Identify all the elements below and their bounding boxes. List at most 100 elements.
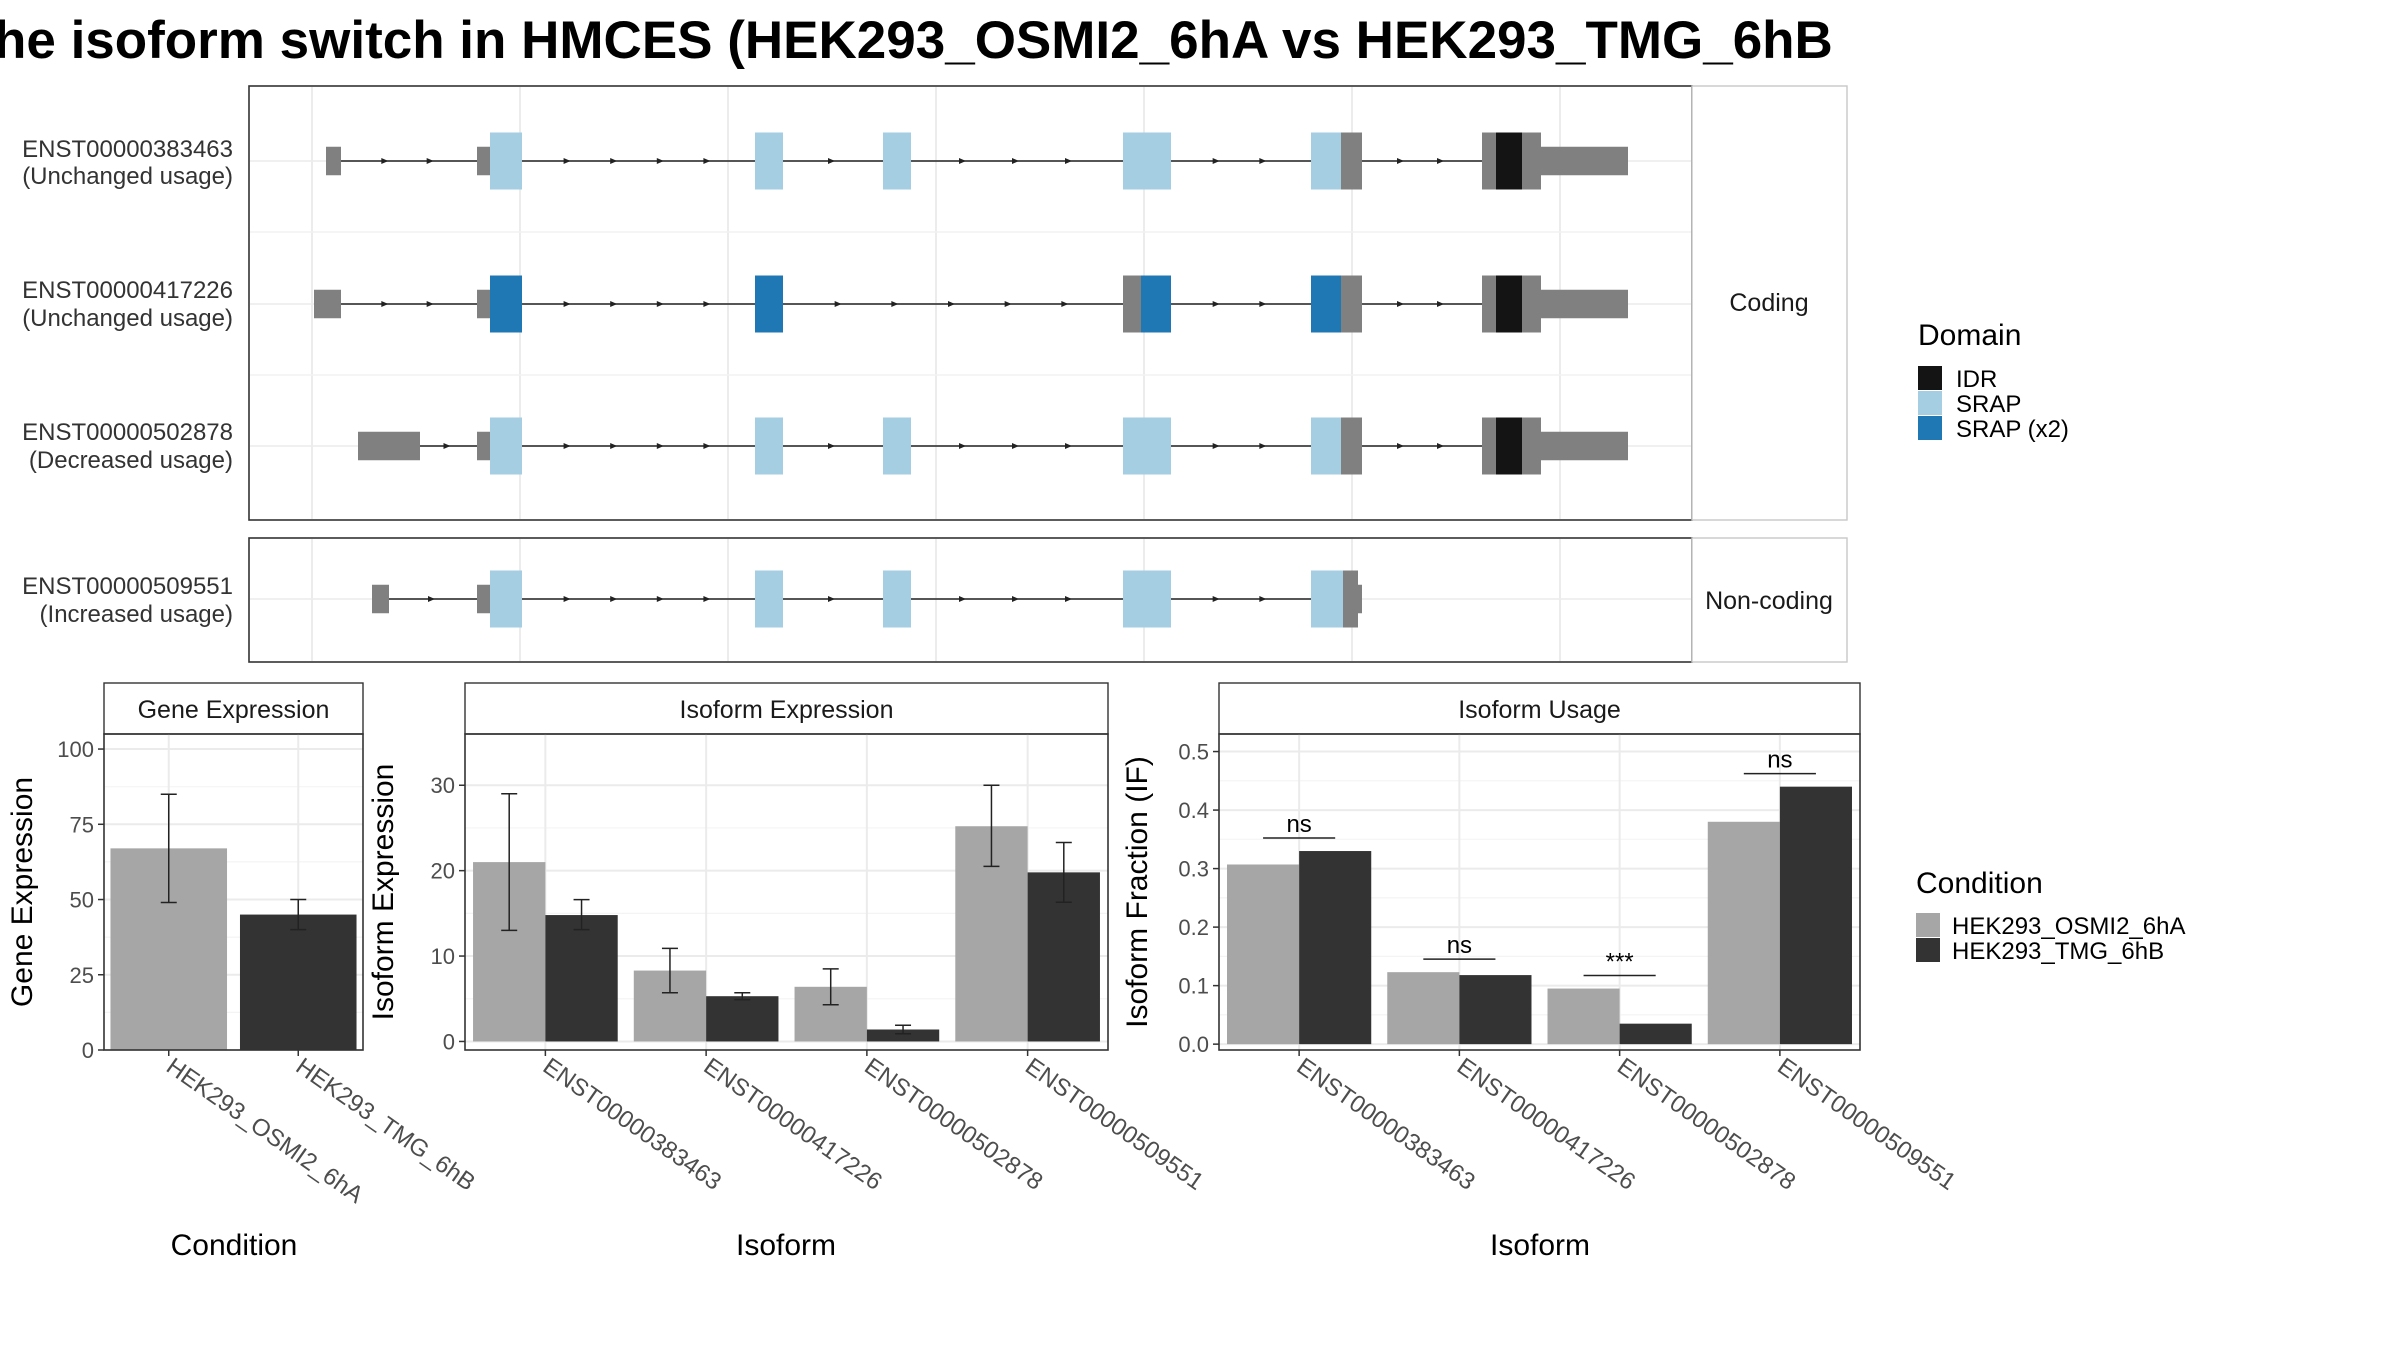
- legend-label-idr: IDR: [1956, 366, 1997, 393]
- intron-arrow: [610, 301, 618, 307]
- intron-arrow: [959, 596, 966, 602]
- srap-domain-block: [1311, 417, 1341, 475]
- intron-arrow: [1065, 596, 1072, 602]
- significance-label: ***: [1606, 949, 1634, 976]
- intron-arrow: [959, 443, 966, 449]
- strip-coding-label: Coding: [1729, 289, 1808, 317]
- intron-arrow: [563, 596, 571, 602]
- transcript-label-usage: (Unchanged usage): [22, 305, 233, 332]
- idr-domain-block: [1496, 417, 1522, 475]
- intron-arrow: [1061, 301, 1069, 307]
- legend-key-idr: [1918, 366, 1942, 390]
- x-axis-label: Isoform: [1490, 1229, 1590, 1262]
- y-tick-label: 0.0: [1178, 1032, 1209, 1057]
- intron-arrow: [1437, 301, 1444, 307]
- intron-arrow: [1259, 596, 1267, 602]
- intron-arrow: [1065, 158, 1072, 164]
- transcript-labels: ENST00000383463 (Unchanged usage) ENST00…: [22, 136, 233, 628]
- transcript-track-4: [372, 570, 1362, 628]
- srap-x2-domain-block: [490, 275, 522, 333]
- chart-title: Isoform Expression: [680, 696, 894, 724]
- x-tick-label: ENST00000417226: [699, 1053, 887, 1196]
- x-tick-label: ENST00000383463: [538, 1053, 726, 1196]
- intron-arrow: [959, 158, 966, 164]
- domain-legend: Domain IDR SRAP SRAP (x2): [1918, 319, 2069, 443]
- intron-arrow: [1012, 443, 1019, 449]
- intron-arrow: [1004, 301, 1012, 307]
- strip-coding: [1691, 85, 1848, 521]
- bar: [1387, 972, 1460, 1045]
- srap-domain-block: [490, 570, 522, 628]
- bar: [1227, 864, 1300, 1045]
- legend-label-srap: SRAP: [1956, 391, 2021, 418]
- srap-domain-block: [1123, 132, 1171, 190]
- y-tick-label: 0.2: [1178, 915, 1209, 940]
- y-tick-label: 0: [82, 1038, 94, 1063]
- utr-exon-block: [477, 146, 490, 176]
- bar: [1707, 821, 1780, 1045]
- idr-domain-block: [1496, 132, 1522, 190]
- legend-key-cond-b: [1916, 938, 1940, 962]
- intron-arrow: [1212, 301, 1220, 307]
- intron-arrow: [1012, 596, 1019, 602]
- intron-arrow: [1437, 443, 1444, 449]
- bar: [706, 996, 779, 1042]
- srap-domain-block: [1123, 417, 1171, 475]
- srap-x2-domain-block: [1141, 275, 1171, 333]
- figure-title: he isoform switch in HMCES (HEK293_OSMI2…: [0, 11, 1833, 70]
- coding-exon-block: [1341, 417, 1362, 475]
- srap-domain-block: [1311, 570, 1343, 628]
- isoform-usage-chart: Isoform Usage ns ns *** ns 0.0 0.1 0.2 0.3 0.4 0.5…: [1121, 682, 1961, 1262]
- intron-arrow: [1212, 443, 1220, 449]
- facet-strip: [103, 682, 364, 735]
- facet-strip: [1218, 682, 1861, 735]
- strip-noncoding: [1691, 537, 1848, 663]
- legend-key-cond-a: [1916, 913, 1940, 937]
- significance-label: ns: [1767, 747, 1792, 774]
- facet-strip: [464, 682, 1109, 735]
- intron-arrow: [381, 158, 389, 164]
- srap-domain-block: [755, 570, 783, 628]
- coding-exon-block: [1482, 132, 1496, 190]
- intron-arrow: [828, 158, 835, 164]
- bar: [1299, 851, 1372, 1045]
- legend-key-srap-x2: [1918, 416, 1942, 440]
- y-tick-label: 10: [431, 944, 455, 969]
- intron-arrow: [1397, 301, 1404, 307]
- legend-key-srap: [1918, 391, 1942, 415]
- intron-arrow: [656, 158, 664, 164]
- coding-exon-block: [1341, 275, 1362, 333]
- utr-exon-block: [477, 584, 490, 614]
- x-axis-label: Isoform: [736, 1229, 836, 1262]
- legend-label-cond-a: HEK293_OSMI2_6hA: [1952, 913, 2185, 940]
- intron-arrow: [428, 596, 435, 602]
- idr-domain-block: [1496, 275, 1522, 333]
- intron-arrow: [703, 301, 711, 307]
- srap-domain-block: [755, 132, 783, 190]
- utr-exon-block: [477, 289, 490, 319]
- y-tick-label: 20: [431, 859, 455, 884]
- bar: [1547, 988, 1620, 1045]
- intron-arrow: [1212, 158, 1220, 164]
- y-axis-label: Gene Expression: [6, 777, 39, 1007]
- intron-arrow: [656, 443, 664, 449]
- chart-title: Gene Expression: [138, 696, 330, 724]
- srap-domain-block: [883, 417, 911, 475]
- intron-arrow: [1397, 158, 1404, 164]
- srap-domain-block: [883, 132, 911, 190]
- transcript-label-id: ENST00000502878: [22, 419, 233, 446]
- srap-x2-domain-block: [1311, 275, 1341, 333]
- x-axis-label: Condition: [171, 1229, 298, 1262]
- y-tick-label: 0.4: [1178, 798, 1209, 823]
- bar: [1619, 1023, 1692, 1045]
- transcript-track-3: [358, 417, 1628, 475]
- intron-arrow: [610, 158, 618, 164]
- srap-domain-block: [490, 417, 522, 475]
- srap-domain-block: [755, 417, 783, 475]
- srap-domain-block: [1311, 132, 1341, 190]
- bar: [545, 915, 618, 1042]
- intron-arrow: [703, 158, 711, 164]
- intron-arrow: [828, 443, 835, 449]
- intron-arrow: [563, 301, 571, 307]
- intron-arrow: [703, 596, 711, 602]
